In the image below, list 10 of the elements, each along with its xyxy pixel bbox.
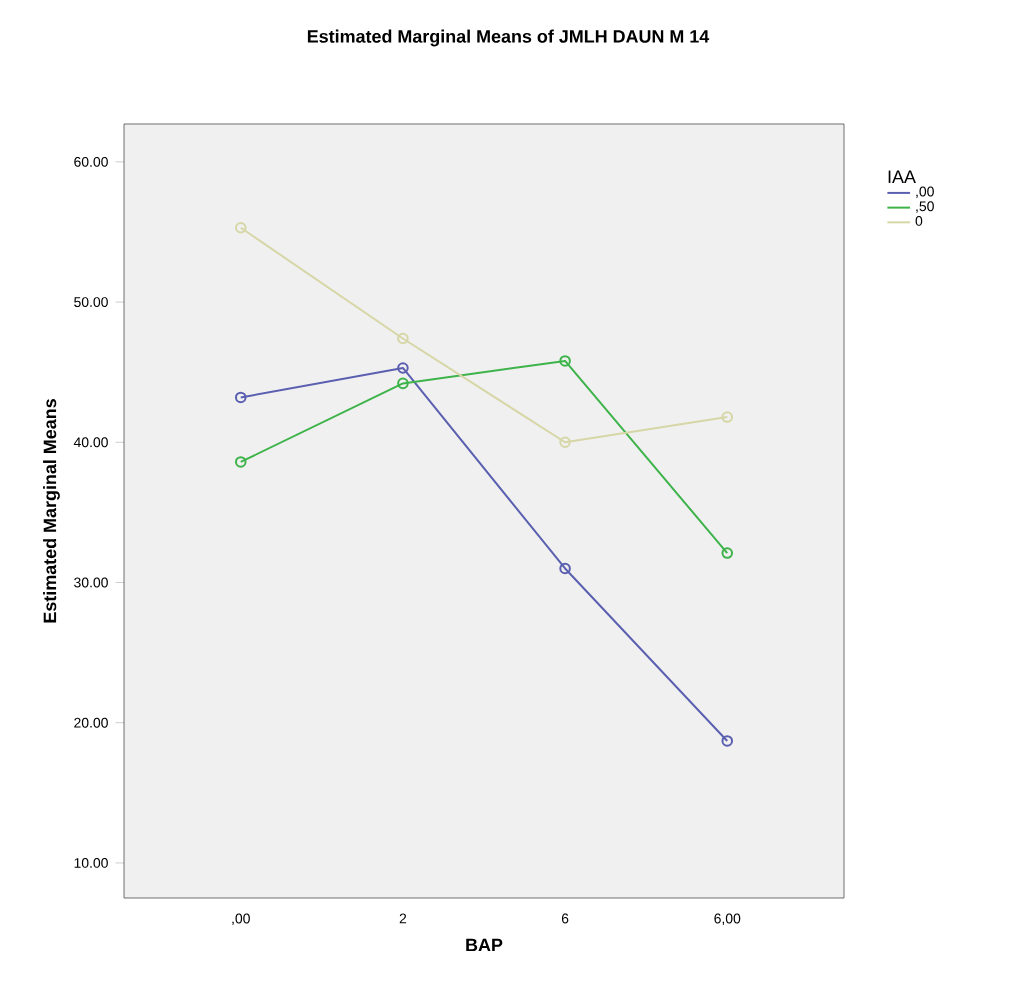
- y-axis-title: Estimated Marginal Means: [43, 399, 60, 623]
- legend-title: IAA: [888, 170, 916, 183]
- point: [397, 332, 409, 345]
- point: [559, 436, 571, 449]
- x-axis-title: BAP: [466, 938, 503, 952]
- point: [397, 362, 409, 374]
- point: [559, 355, 571, 367]
- chart-title: Estimated Marginal Means of JMLH DAUN M 14: [307, 29, 710, 47]
- point: [559, 562, 571, 575]
- point: [397, 377, 409, 390]
